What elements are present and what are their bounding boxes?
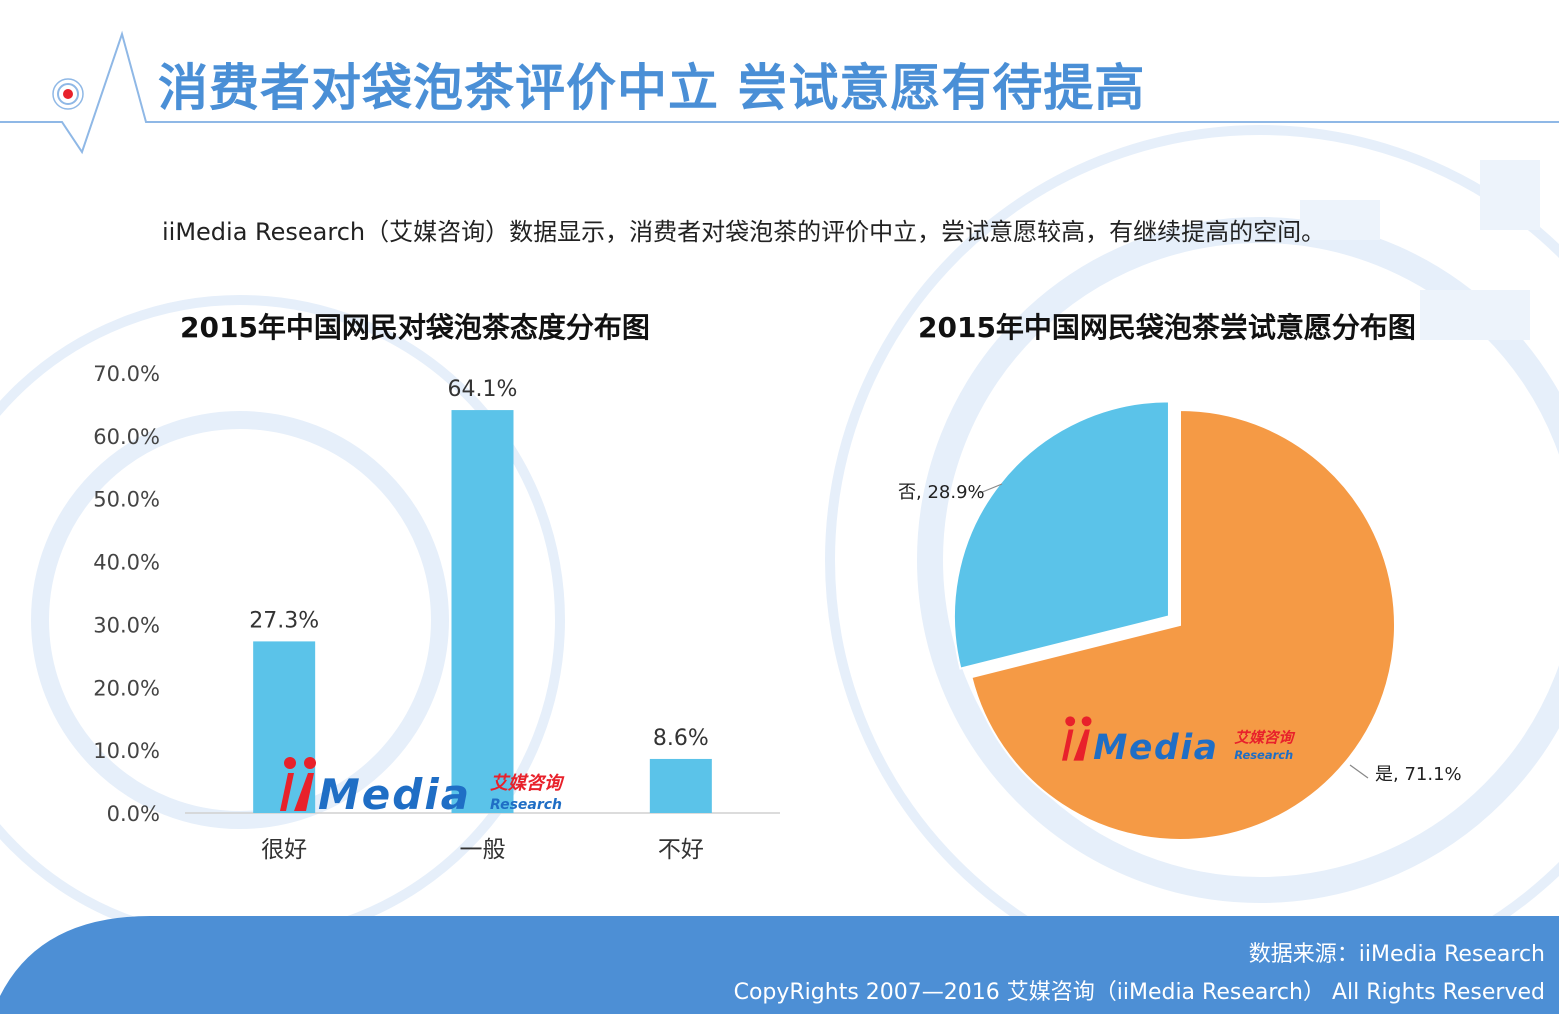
pie-slice-是: [970, 408, 1396, 841]
logo-dot: [1081, 716, 1092, 727]
signal-icon: [52, 78, 84, 110]
intro-text: iiMedia Research（艾媒咨询）数据显示，消费者对袋泡茶的评价中立，…: [162, 218, 1326, 246]
y-tick-label: 30.0%: [93, 613, 160, 637]
leader-line: [979, 483, 1003, 494]
logo-stroke: [1062, 729, 1074, 761]
logo-wordmark: Media: [318, 770, 471, 819]
x-category-label: 很好: [261, 837, 307, 863]
bar-chart-title: 2015年中国网民对袋泡茶态度分布图: [180, 311, 650, 344]
y-tick-label: 70.0%: [93, 362, 160, 386]
pie-slice-label: 否, 28.9%: [898, 482, 985, 503]
y-tick-label: 20.0%: [93, 676, 160, 700]
footer-band: [0, 916, 1559, 1014]
y-tick-label: 60.0%: [93, 425, 160, 449]
logo-stroke: [1073, 729, 1090, 761]
y-tick-label: 40.0%: [93, 551, 160, 575]
y-tick-label: 0.0%: [107, 802, 160, 826]
logo-dot: [304, 757, 316, 769]
page-title: 消费者对袋泡茶评价中立 尝试意愿有待提高: [158, 59, 1146, 117]
logo-stroke: [294, 773, 314, 811]
logo-stroke: [280, 773, 294, 811]
pie-slice-否: [953, 400, 1170, 670]
x-category-label: 不好: [658, 837, 704, 863]
bar-value-label: 8.6%: [653, 726, 709, 751]
y-tick-label: 10.0%: [93, 739, 160, 763]
logo-dot: [284, 757, 296, 769]
bar-value-label: 64.1%: [448, 377, 518, 402]
logo-dot: [1065, 716, 1076, 727]
logo-cn: 艾媒咨询: [1234, 730, 1295, 747]
pie-chart-title: 2015年中国网民袋泡茶尝试意愿分布图: [918, 311, 1416, 344]
copyright: CopyRights 2007—2016 艾媒咨询（iiMedia Resear…: [733, 980, 1545, 1005]
data-source: 数据来源：iiMedia Research: [1248, 942, 1545, 967]
iimedia-logo: Media 艾媒咨询 Research: [280, 757, 565, 819]
header-pulse-line: [0, 30, 1559, 155]
leader-line: [1349, 764, 1369, 779]
logo-en: Research: [1234, 748, 1293, 762]
logo-cn: 艾媒咨询: [490, 773, 565, 794]
y-tick-label: 50.0%: [93, 488, 160, 512]
x-category-label: 一般: [460, 837, 506, 863]
attitude-bar-chart: 0.0% 10.0% 20.0% 30.0% 40.0% 50.0% 60.0% 70.0% 2…: [93, 362, 780, 863]
pie-slice-label: 是, 71.1%: [1375, 764, 1462, 785]
bar-2: [451, 410, 514, 813]
bar-3: [649, 758, 712, 813]
bar-value-label: 27.3%: [249, 608, 319, 633]
logo-en: Research: [490, 797, 562, 813]
logo-wordmark: Media: [1093, 728, 1218, 768]
